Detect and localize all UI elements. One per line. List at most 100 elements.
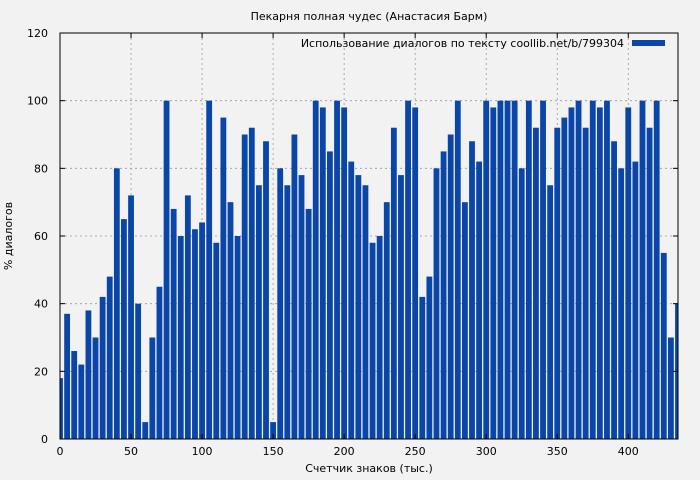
bar — [255, 185, 262, 439]
bar — [312, 100, 319, 440]
bar — [369, 242, 376, 439]
bar — [611, 141, 617, 439]
bar — [348, 161, 355, 440]
bar — [163, 100, 170, 440]
bar — [561, 117, 568, 439]
bar — [525, 100, 532, 440]
bar — [220, 117, 227, 439]
bar — [92, 337, 99, 439]
bar — [383, 202, 390, 439]
bar — [497, 100, 504, 440]
bar — [433, 168, 440, 440]
y-tick-label: 120 — [27, 27, 48, 40]
y-tick-label: 100 — [27, 95, 48, 108]
bar — [291, 134, 298, 439]
x-tick-label: 200 — [334, 445, 355, 458]
legend: Использование диалогов по тексту coollib… — [301, 37, 665, 50]
bar — [646, 127, 653, 439]
bar — [334, 100, 340, 440]
bar — [327, 151, 333, 439]
bar — [192, 229, 198, 439]
bar — [376, 236, 383, 439]
bar — [277, 168, 284, 440]
bar — [398, 175, 404, 439]
bar — [589, 100, 596, 440]
chart-title: Пекарня полная чудес (Анастасия Барм) — [251, 10, 488, 23]
bar — [305, 208, 312, 439]
bar — [284, 185, 291, 439]
bar — [511, 100, 518, 440]
bar — [639, 100, 646, 440]
bar — [149, 337, 156, 439]
x-tick-label: 250 — [405, 445, 426, 458]
bar — [128, 195, 134, 439]
bar — [469, 141, 475, 439]
x-tick-label: 300 — [476, 445, 497, 458]
bar — [142, 422, 149, 439]
plot-border — [59, 32, 679, 440]
bar — [412, 107, 419, 439]
bar — [483, 100, 490, 440]
x-tick-label: 400 — [618, 445, 639, 458]
bar — [227, 202, 234, 439]
bar — [85, 310, 92, 439]
bar — [263, 141, 269, 439]
legend-swatch — [632, 40, 665, 46]
bar — [419, 296, 426, 439]
bar — [461, 202, 468, 439]
bar — [60, 378, 63, 439]
bar — [604, 100, 610, 440]
x-tick-label: 350 — [547, 445, 568, 458]
bar — [426, 276, 433, 439]
bar — [568, 107, 575, 439]
bar — [667, 337, 674, 439]
bar — [177, 236, 184, 439]
bar — [540, 100, 546, 440]
bar — [99, 296, 106, 439]
bar — [596, 107, 603, 439]
bar — [518, 168, 525, 440]
bar — [78, 364, 85, 439]
bar — [71, 351, 78, 439]
bar — [121, 219, 127, 439]
bar — [632, 161, 639, 440]
bar — [298, 175, 305, 439]
bar — [135, 303, 142, 439]
bar — [270, 422, 277, 439]
bar — [625, 107, 632, 439]
bar — [490, 107, 497, 439]
bar — [206, 100, 213, 440]
x-tick-label: 50 — [124, 445, 138, 458]
bar — [156, 286, 163, 439]
bar — [241, 134, 248, 439]
legend-label: Использование диалогов по тексту coollib… — [301, 37, 624, 50]
y-tick-label: 80 — [34, 162, 48, 175]
bar — [653, 100, 660, 440]
x-tick-label: 150 — [263, 445, 284, 458]
y-tick-label: 60 — [34, 230, 48, 243]
bar — [440, 151, 447, 439]
bar — [554, 127, 561, 439]
bar — [362, 185, 369, 439]
bar — [405, 100, 411, 440]
bar — [547, 185, 554, 439]
bar — [618, 168, 625, 440]
bar — [319, 107, 326, 439]
y-tick-label: 0 — [41, 433, 48, 446]
bar — [248, 127, 255, 439]
y-tick-label: 40 — [34, 298, 48, 311]
bar — [234, 236, 241, 439]
bar — [355, 175, 362, 439]
bar — [582, 127, 589, 439]
bar — [660, 252, 667, 439]
bar — [476, 161, 483, 440]
bar — [113, 168, 120, 440]
bar — [447, 134, 454, 439]
bar — [199, 222, 205, 439]
bar — [575, 100, 582, 440]
bar — [170, 208, 177, 439]
bars — [60, 100, 678, 440]
bar — [341, 107, 348, 439]
y-axis-label: % диалогов — [2, 202, 15, 270]
